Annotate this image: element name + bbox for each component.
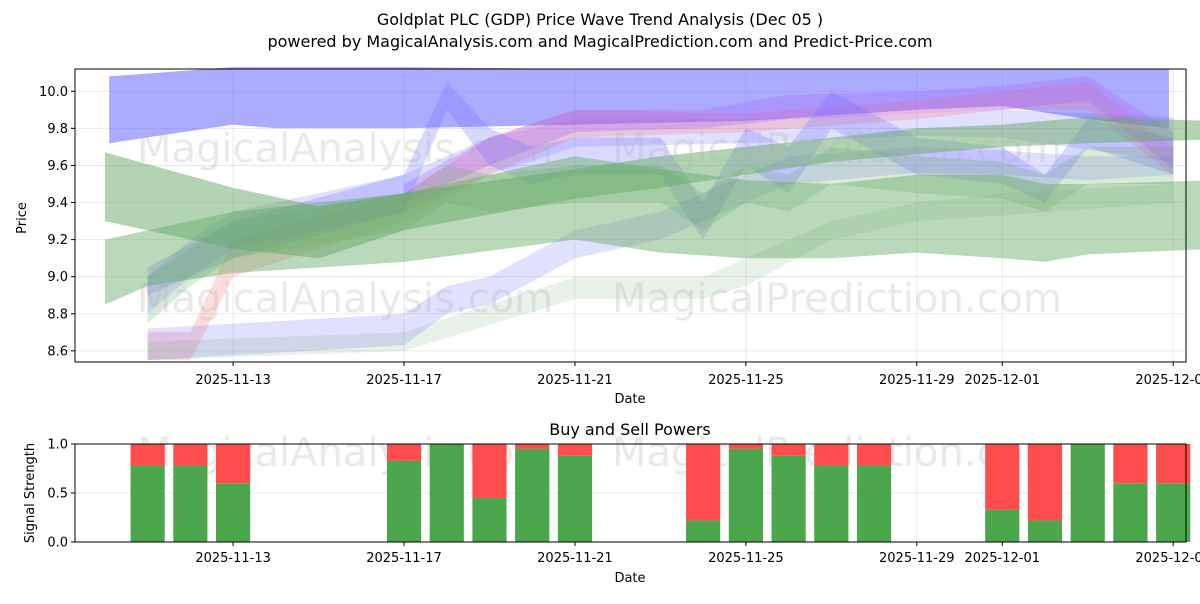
buy-bar bbox=[386, 460, 422, 542]
sell-bar bbox=[386, 444, 422, 461]
sell-bar bbox=[557, 444, 593, 456]
sell-bar bbox=[771, 444, 806, 456]
price-x-tick-label: 2025-11-17 bbox=[366, 373, 442, 388]
signal-y-tick-label: 0.0 bbox=[47, 536, 68, 551]
buy-bar bbox=[1027, 520, 1063, 542]
chart-subtitle: powered by MagicalAnalysis.com and Magic… bbox=[267, 32, 932, 51]
buy-bar bbox=[1070, 444, 1105, 542]
price-x-tick-label: 2025-11-25 bbox=[708, 373, 784, 388]
price-x-axis-label: Date bbox=[614, 392, 645, 407]
watermark-prediction: MagicalPrediction.com bbox=[612, 126, 1062, 172]
chart-title: Goldplat PLC (GDP) Price Wave Trend Anal… bbox=[377, 10, 823, 29]
buy-bar bbox=[472, 497, 507, 542]
signal-x-tick-label: 2025-11-21 bbox=[537, 551, 613, 566]
price-y-tick-label: 9.0 bbox=[47, 270, 68, 285]
sell-bar bbox=[130, 444, 165, 466]
signal-plot-frame bbox=[74, 443, 1187, 543]
signal-y-axis-label: Signal Strength bbox=[23, 443, 38, 543]
price-y-tick-label: 9.2 bbox=[47, 233, 68, 248]
signal-chart-title: Buy and Sell Powers bbox=[549, 420, 711, 439]
signal-y-tick-label: 1.0 bbox=[47, 438, 68, 453]
price-x-tick-label: 2025-11-29 bbox=[879, 373, 955, 388]
signal-x-tick-label: 2025-11-13 bbox=[195, 551, 271, 566]
price-x-ticks: 2025-11-13 2025-11-17 2025-11-21 2025-11-25… bbox=[195, 362, 1200, 388]
price-y-tick-label: 10.0 bbox=[39, 85, 68, 100]
price-wave-band-7 bbox=[104, 117, 1200, 259]
signal-chart: Buy and Sell Powers MagicalAnalysis.com … bbox=[23, 420, 1200, 586]
signal-bars bbox=[130, 444, 1191, 542]
signal-x-tick-label: 2025-12-05 bbox=[1135, 551, 1200, 566]
buy-bar bbox=[728, 448, 763, 542]
buy-bar bbox=[771, 455, 806, 542]
price-y-axis-label: Price bbox=[15, 202, 30, 234]
price-y-tick-label: 8.8 bbox=[47, 307, 68, 322]
price-plot-frame bbox=[74, 68, 1187, 363]
buy-bar bbox=[429, 444, 464, 542]
signal-x-tick-label: 2025-11-25 bbox=[708, 551, 784, 566]
price-wave-band-10 bbox=[147, 184, 1174, 361]
sell-bar bbox=[856, 444, 892, 466]
buy-bar bbox=[814, 465, 849, 542]
buy-bar bbox=[173, 465, 208, 542]
sell-bar bbox=[173, 444, 208, 466]
buy-bar bbox=[130, 465, 165, 542]
signal-x-axis-label: Date bbox=[614, 571, 645, 586]
signal-x-tick-label: 2025-11-17 bbox=[366, 551, 442, 566]
price-x-tick-label: 2025-11-21 bbox=[537, 373, 613, 388]
watermark-analysis: MagicalAnalysis.com bbox=[137, 126, 553, 172]
buy-bar bbox=[1113, 483, 1148, 542]
signal-x-ticks: 2025-11-13 2025-11-17 2025-11-21 2025-11-25… bbox=[195, 542, 1200, 566]
sell-bar bbox=[1156, 444, 1191, 484]
sell-bar bbox=[1113, 444, 1148, 484]
price-wave-band-8 bbox=[104, 156, 1200, 305]
watermark-prediction: MagicalPrediction.com bbox=[612, 276, 1062, 322]
buy-bar bbox=[856, 465, 892, 542]
price-x-tick-label: 2025-12-05 bbox=[1135, 373, 1200, 388]
price-wave-band-9 bbox=[147, 146, 1174, 324]
sell-bar bbox=[985, 444, 1020, 510]
sell-bar bbox=[686, 444, 721, 521]
sell-bar bbox=[814, 444, 849, 466]
price-y-tick-label: 8.6 bbox=[47, 344, 68, 359]
price-x-tick-label: 2025-12-01 bbox=[964, 373, 1040, 388]
buy-bar bbox=[515, 448, 550, 542]
buy-bar bbox=[985, 509, 1020, 542]
signal-y-ticks: 0.0 0.5 1.0 bbox=[47, 438, 75, 551]
sell-bar bbox=[515, 444, 550, 449]
price-x-tick-label: 2025-11-13 bbox=[195, 373, 271, 388]
price-y-tick-label: 9.8 bbox=[47, 122, 68, 137]
signal-x-tick-label: 2025-12-01 bbox=[964, 551, 1040, 566]
watermark-analysis: MagicalAnalysis.com bbox=[137, 276, 553, 322]
signal-y-tick-label: 0.5 bbox=[47, 487, 68, 502]
price-y-tick-label: 9.4 bbox=[47, 196, 68, 211]
price-wave-band-4 bbox=[404, 76, 1174, 203]
sell-bar bbox=[1027, 444, 1063, 521]
buy-bar bbox=[686, 520, 721, 542]
price-y-ticks: 8.6 8.8 9.0 9.2 9.4 9.6 9.8 10.0 bbox=[39, 85, 75, 359]
buy-bar bbox=[1156, 483, 1191, 542]
price-wave-band-1 bbox=[109, 67, 1169, 144]
price-wave-band-5 bbox=[147, 146, 1174, 361]
sell-bar bbox=[216, 444, 251, 484]
price-wave-bands bbox=[104, 67, 1200, 361]
price-chart: MagicalAnalysis.com MagicalPrediction.co… bbox=[15, 67, 1200, 407]
price-y-tick-label: 9.6 bbox=[47, 159, 68, 174]
buy-bar bbox=[557, 455, 593, 542]
signal-x-tick-label: 2025-11-29 bbox=[879, 551, 955, 566]
sell-bar bbox=[728, 444, 763, 449]
buy-bar bbox=[216, 483, 251, 542]
sell-bar bbox=[472, 444, 507, 498]
